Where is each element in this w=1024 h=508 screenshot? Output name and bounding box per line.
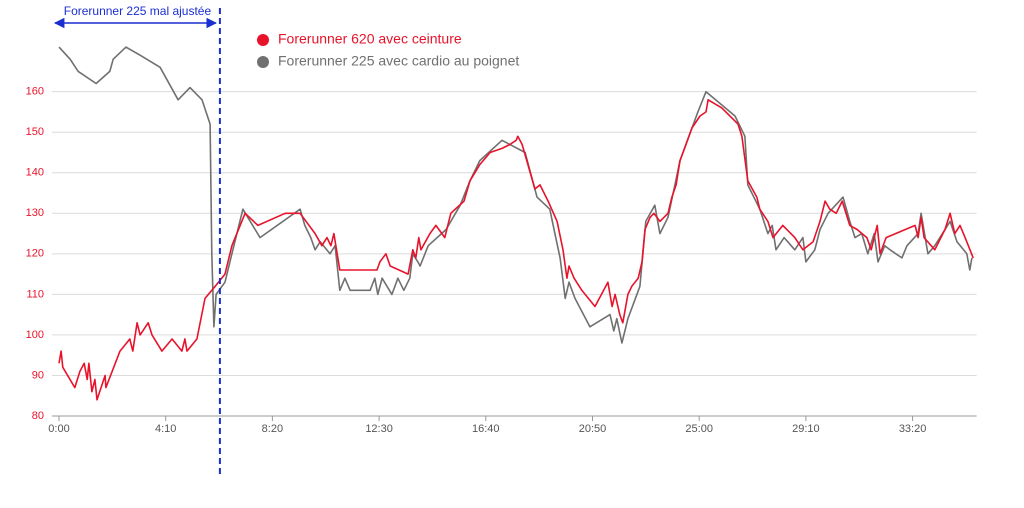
y-tick-label: 140 bbox=[26, 167, 44, 179]
y-tick-label: 100 bbox=[26, 329, 44, 341]
series-line bbox=[58, 99, 974, 401]
legend-label: Forerunner 225 avec cardio au poignet bbox=[278, 53, 519, 69]
x-tick-label: 12:30 bbox=[365, 423, 393, 435]
y-tick-label: 90 bbox=[32, 369, 44, 381]
y-tick-label: 130 bbox=[26, 207, 44, 219]
y-tick-label: 80 bbox=[32, 410, 44, 422]
x-tick-label: 16:40 bbox=[472, 423, 500, 435]
series-line bbox=[58, 46, 973, 344]
x-tick-label: 29:10 bbox=[792, 423, 820, 435]
y-tick-label: 120 bbox=[26, 248, 44, 260]
x-tick-label: 20:50 bbox=[579, 423, 607, 435]
y-tick-label: 160 bbox=[26, 86, 44, 98]
legend-marker bbox=[257, 56, 269, 68]
annotation-text: Forerunner 225 mal ajustée bbox=[64, 4, 212, 18]
x-tick-label: 0:00 bbox=[48, 423, 69, 435]
x-tick-label: 25:00 bbox=[685, 423, 713, 435]
legend-label: Forerunner 620 avec ceinture bbox=[278, 31, 462, 47]
x-tick-label: 8:20 bbox=[262, 423, 283, 435]
y-tick-label: 150 bbox=[26, 126, 44, 138]
x-tick-label: 4:10 bbox=[155, 423, 176, 435]
y-tick-label: 110 bbox=[26, 288, 44, 300]
x-tick-label: 33:20 bbox=[899, 423, 927, 435]
legend-marker bbox=[257, 34, 269, 46]
